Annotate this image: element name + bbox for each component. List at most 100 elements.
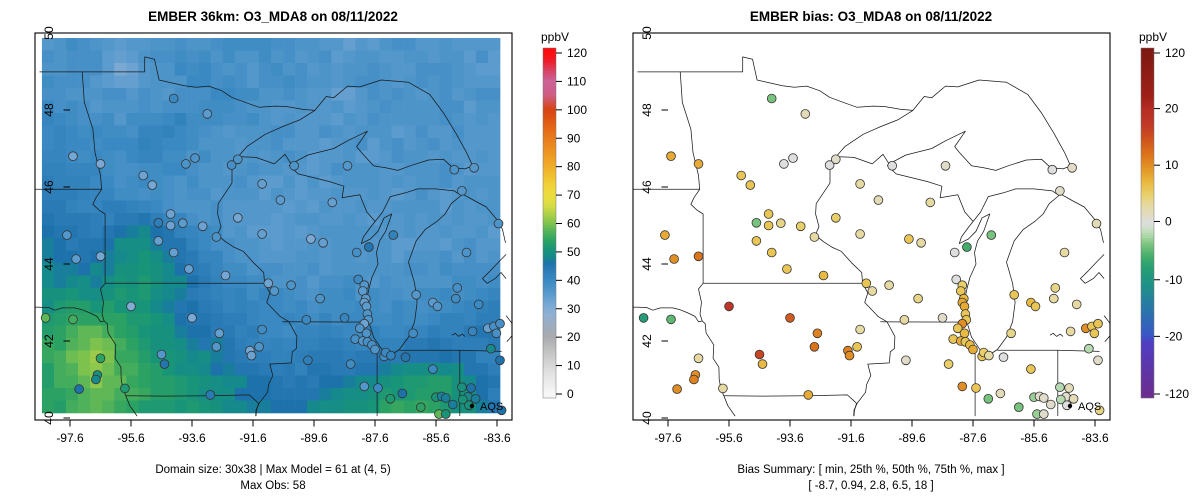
raster-cell bbox=[487, 163, 501, 176]
raster-cell bbox=[90, 400, 103, 414]
raster-cell bbox=[174, 188, 187, 201]
colorbar-cell bbox=[543, 273, 556, 276]
raster-cell bbox=[186, 200, 199, 214]
colorbar-cell bbox=[543, 358, 556, 361]
raster-cell bbox=[367, 138, 380, 151]
raster-cell bbox=[234, 363, 248, 376]
raster-cell bbox=[222, 350, 236, 364]
raster-cell bbox=[150, 225, 163, 239]
colorbar-cell bbox=[1141, 380, 1154, 384]
colorbar-tick-label: 120 bbox=[567, 46, 587, 60]
station-marker bbox=[226, 160, 237, 170]
raster-cell bbox=[54, 100, 67, 114]
raster-cell bbox=[198, 275, 212, 289]
raster-cell bbox=[41, 250, 55, 264]
station-marker bbox=[830, 213, 841, 223]
raster-cell bbox=[391, 300, 404, 314]
colorbar-cell bbox=[543, 170, 556, 174]
colorbar-cell bbox=[1141, 318, 1154, 321]
raster-cell bbox=[78, 275, 91, 289]
colorbar-cell bbox=[1141, 240, 1154, 244]
raster-cell bbox=[258, 263, 272, 276]
station-marker bbox=[669, 254, 679, 264]
raster-cell bbox=[210, 150, 224, 164]
raster-cell bbox=[210, 375, 224, 389]
colorbar-cell bbox=[1141, 245, 1154, 249]
raster-cell bbox=[307, 213, 320, 226]
raster-cell bbox=[246, 38, 260, 51]
colorbar-cell bbox=[1141, 163, 1154, 166]
raster-cell bbox=[246, 88, 260, 101]
raster-cell bbox=[475, 163, 489, 176]
left-axes: -97.6 -95.6 -93.6 -91.6 -89.6 -87.6 -85.6 -83.6… bbox=[42, 26, 511, 445]
raster-cell bbox=[102, 100, 115, 114]
colorbar-cell bbox=[543, 290, 556, 294]
raster-cell bbox=[54, 288, 67, 301]
raster-cell bbox=[138, 363, 151, 376]
raster-cell bbox=[186, 50, 199, 64]
station-marker bbox=[493, 218, 504, 229]
colorbar-cell bbox=[1141, 233, 1154, 236]
colorbar-cell bbox=[543, 153, 556, 156]
station-marker bbox=[1094, 405, 1105, 416]
raster-cell bbox=[41, 325, 55, 339]
raster-cell bbox=[451, 300, 465, 314]
colorbar-cell bbox=[543, 95, 556, 99]
station-marker bbox=[672, 384, 682, 394]
raster-cell bbox=[210, 75, 224, 89]
raster-cell bbox=[102, 225, 115, 239]
colorbar-tick-label: -120 bbox=[1165, 387, 1189, 401]
raster-cell bbox=[41, 175, 55, 189]
colorbar-cell bbox=[543, 58, 556, 61]
raster-cell bbox=[427, 113, 441, 126]
raster-cell bbox=[463, 150, 477, 164]
colorbar-cell bbox=[543, 378, 556, 381]
station-marker bbox=[873, 195, 884, 205]
raster-cell bbox=[258, 163, 272, 176]
x-tick-label: -83.6 bbox=[1081, 431, 1109, 445]
raster-cell bbox=[234, 275, 248, 289]
raster-cell bbox=[78, 63, 91, 76]
raster-cell bbox=[162, 238, 175, 251]
colorbar-cell bbox=[1141, 280, 1154, 284]
raster-cell bbox=[283, 325, 296, 339]
raster-cell bbox=[90, 175, 103, 189]
raster-cell bbox=[307, 338, 320, 351]
colorbar-cell bbox=[543, 325, 556, 329]
station-marker bbox=[899, 314, 910, 325]
raster-cell bbox=[379, 175, 392, 189]
raster-cell bbox=[307, 150, 320, 164]
aqs-dot-icon bbox=[469, 403, 475, 409]
raster-cell bbox=[451, 75, 465, 89]
raster-cell bbox=[283, 200, 296, 214]
station-marker bbox=[408, 328, 418, 339]
raster-cell bbox=[54, 313, 67, 326]
colorbar-cell bbox=[543, 283, 556, 286]
raster-cell bbox=[427, 50, 441, 64]
raster-cell bbox=[451, 50, 465, 64]
station-marker bbox=[766, 247, 777, 258]
raster-cell bbox=[41, 300, 55, 314]
raster-cell bbox=[186, 188, 199, 201]
raster-cell bbox=[283, 175, 296, 189]
raster-cell bbox=[246, 250, 260, 264]
colorbar-cell bbox=[543, 53, 556, 56]
raster-cell bbox=[319, 400, 332, 414]
raster-cell bbox=[222, 175, 236, 189]
colorbar-cell bbox=[1141, 70, 1154, 74]
raster-cell bbox=[295, 125, 308, 139]
raster-cell bbox=[439, 250, 453, 264]
raster-cell bbox=[295, 363, 308, 376]
raster-cell bbox=[210, 125, 224, 139]
raster-cell bbox=[331, 150, 344, 164]
station-marker bbox=[452, 283, 463, 293]
raster-cell bbox=[307, 300, 320, 314]
raster-cell bbox=[246, 50, 260, 64]
colorbar-cell bbox=[1141, 133, 1154, 136]
station-marker bbox=[466, 383, 476, 393]
raster-cell bbox=[114, 188, 127, 201]
raster-cell bbox=[270, 163, 284, 176]
raster-cell bbox=[427, 175, 441, 189]
raster-cell bbox=[270, 238, 284, 251]
